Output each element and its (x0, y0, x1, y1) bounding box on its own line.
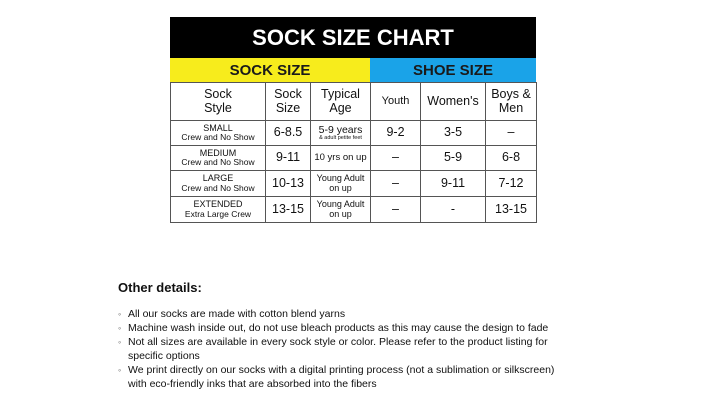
header-cell: Youth (370, 82, 421, 121)
table-cell: LARGE Crew and No Show (170, 170, 266, 197)
detail-text: with eco-friendly inks that are absorbed… (128, 378, 377, 390)
cell-text: Women's (427, 93, 479, 108)
cell-text: Men (498, 100, 524, 115)
cell-text: Crew and No Show (181, 132, 255, 143)
cell-text: 10 yrs on up (314, 152, 367, 164)
sock-size-band: SOCK SIZE (170, 58, 370, 82)
cell-text: 6-8.5 (273, 125, 303, 140)
cell-text: Crew and No Show (181, 182, 255, 193)
cell-text: Size (275, 100, 301, 115)
cell-text: – (392, 201, 399, 216)
cell-text: 9-11 (440, 175, 466, 190)
table-cell: 9-11 (420, 170, 486, 197)
table-cell: – (370, 145, 421, 171)
detail-text: All our socks are made with cotton blend… (128, 308, 346, 320)
cell-text: 13-15 (495, 201, 527, 216)
table-cell: 13-15 (485, 196, 537, 223)
table-cell: 5-9 years & adult petite feet (310, 120, 371, 146)
detail-text: specific options (128, 350, 200, 362)
table-cell: – (370, 170, 421, 197)
table-cell: 10-13 (265, 170, 311, 197)
table-cell: – (370, 196, 421, 223)
cell-text: on up (329, 182, 352, 193)
table-cell: 3-5 (420, 120, 486, 146)
cell-text: MEDIUM (199, 147, 237, 158)
detail-text: We print directly on our socks with a di… (128, 364, 555, 376)
detail-item: We print directly on our socks with a di… (118, 363, 618, 391)
table-cell: Young Adult on up (310, 196, 371, 223)
detail-item: All our socks are made with cotton blend… (118, 307, 618, 321)
table-cell: 6-8 (485, 145, 537, 171)
detail-text: Machine wash inside out, do not use blea… (128, 322, 549, 334)
cell-text: 5-9 (443, 150, 463, 165)
cell-text: Young Adult (316, 173, 365, 184)
cell-text: & adult petite feet (319, 134, 362, 141)
table-cell: SMALL Crew and No Show (170, 120, 266, 146)
table-cell: - (420, 196, 486, 223)
table-cell: 7-12 (485, 170, 537, 197)
cell-text: – (507, 125, 515, 140)
cell-text: 6-8 (501, 150, 521, 165)
cell-text: Young Adult (316, 199, 365, 210)
cell-text: 9-2 (386, 125, 405, 140)
table-cell: – (485, 120, 537, 146)
cell-text: LARGE (202, 173, 234, 184)
table-cell: 13-15 (265, 196, 311, 223)
cell-text: EXTENDED (193, 199, 243, 210)
header-cell: Women's (420, 82, 486, 121)
header-cell: Boys & Men (485, 82, 537, 121)
table-cell: EXTENDED Extra Large Crew (170, 196, 266, 223)
cell-text: 10-13 (272, 175, 304, 190)
detail-item: Machine wash inside out, do not use blea… (118, 321, 618, 335)
cell-text: Boys & (491, 87, 531, 102)
cell-text: Crew and No Show (181, 157, 255, 168)
table-cell: Young Adult on up (310, 170, 371, 197)
cell-text: 3-5 (443, 125, 463, 140)
shoe-size-band: SHOE SIZE (370, 58, 536, 82)
table-cell: 10 yrs on up (310, 145, 371, 171)
cell-text: Sock (204, 87, 232, 102)
cell-text: Style (204, 100, 232, 115)
table-cell: MEDIUM Crew and No Show (170, 145, 266, 171)
cell-text: - (450, 201, 456, 216)
table-cell: 9-11 (265, 145, 311, 171)
cell-text: SMALL (203, 122, 233, 133)
table-cell: 5-9 (420, 145, 486, 171)
detail-item: Not all sizes are available in every soc… (118, 335, 618, 363)
header-cell: Sock Style (170, 82, 266, 121)
cell-text: Extra Large Crew (184, 208, 252, 219)
cell-text: 5-9 years (318, 123, 363, 136)
details-list: All our socks are made with cotton blend… (118, 307, 618, 391)
details-title: Other details: (118, 280, 202, 295)
header-cell: Typical Age (310, 82, 371, 121)
table-cell: 6-8.5 (265, 120, 311, 146)
chart-title: SOCK SIZE CHART (170, 17, 536, 58)
cell-text: – (392, 175, 399, 190)
cell-text: Sock (274, 87, 302, 102)
cell-text: 9-11 (275, 150, 301, 165)
table-cell: 9-2 (370, 120, 421, 146)
cell-text: Age (329, 100, 352, 115)
cell-text: 13-15 (272, 201, 304, 216)
header-cell: Sock Size (265, 82, 311, 121)
cell-text: on up (329, 208, 352, 219)
cell-text: Youth (381, 94, 410, 107)
detail-text: Not all sizes are available in every soc… (128, 336, 548, 348)
cell-text: – (392, 150, 399, 165)
cell-text: Typical (321, 87, 360, 102)
cell-text: 7-12 (498, 175, 524, 190)
